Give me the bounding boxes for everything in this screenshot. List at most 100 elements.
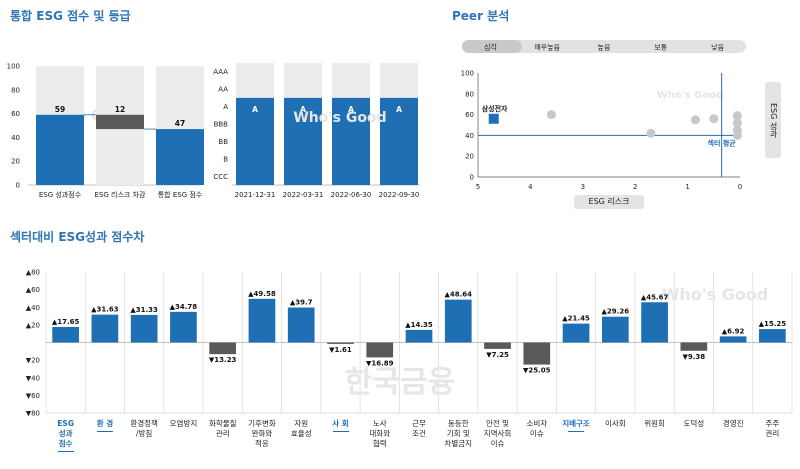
x-tick-label: 5 — [476, 183, 480, 191]
y-tick-label: ▼20 — [26, 357, 40, 365]
bar — [366, 342, 394, 358]
y-tick-label: AAA — [213, 68, 228, 76]
x-tick-label: 환경정책 /방침 — [130, 419, 158, 438]
bar — [156, 129, 204, 185]
value-label: ▲15.25 — [759, 320, 787, 328]
y-tick-label: CCC — [213, 173, 228, 181]
value-label: ▼13.23 — [209, 356, 237, 364]
peer-point — [646, 128, 656, 138]
category-underline — [57, 451, 74, 452]
bar — [130, 314, 158, 343]
bar — [484, 342, 511, 349]
peer-point — [709, 114, 719, 124]
y-tick-label: ▲40 — [26, 304, 40, 312]
grade-label: A — [348, 105, 354, 114]
peer-y-axis-label: ESG 성과 — [765, 82, 781, 158]
grade-label: A — [300, 105, 306, 114]
x-tick-label: 오염방지 — [169, 419, 198, 428]
x-tick-label: 2021-12-31 — [235, 191, 276, 199]
y-tick-label: A — [223, 103, 228, 111]
y-tick-label: ▲20 — [26, 321, 40, 329]
grade-label: A — [252, 105, 258, 114]
bar — [209, 342, 237, 355]
bar — [523, 342, 551, 365]
risk-pill-highlight — [462, 40, 522, 53]
x-tick-label: 통합 ESG 점수 — [158, 190, 203, 199]
category-underline — [332, 431, 349, 432]
x-tick-label: 이사회 — [604, 419, 626, 428]
x-tick-label: 자원 효율성 — [290, 419, 312, 438]
x-tick-label: ESG 성과점수 — [39, 190, 82, 199]
y-tick-label: 100 — [7, 63, 20, 71]
value-label: ▲17.65 — [52, 318, 80, 326]
x-tick-label: 2022-03-31 — [283, 191, 324, 199]
y-tick-label: 40 — [11, 134, 20, 142]
x-tick-label: 환 경 — [96, 419, 114, 428]
y-tick-label: 20 — [465, 153, 474, 161]
bar — [719, 336, 747, 343]
x-tick-label: ESG 리스크 차감 — [95, 190, 147, 199]
sector-title: 섹터대비 ESG성과 점수차 — [10, 230, 145, 244]
value-label: 47 — [175, 119, 185, 128]
peer-title: Peer 분석 — [452, 9, 510, 23]
risk-pill-bar — [462, 40, 746, 53]
peer-point — [732, 111, 742, 121]
peer-point — [690, 115, 700, 125]
x-tick-label: 사 회 — [332, 419, 349, 428]
grade-label: A — [396, 105, 402, 114]
x-tick-label: 0 — [738, 183, 742, 191]
x-tick-label: 1 — [685, 183, 689, 191]
y-tick-label: ▼40 — [26, 374, 40, 382]
highlight-label: 삼성전자 — [482, 104, 508, 113]
x-tick-label: 노사 대화와 협력 — [369, 419, 391, 448]
bar — [170, 311, 197, 343]
value-label: 59 — [55, 105, 65, 114]
bar — [562, 323, 590, 343]
value-label: ▲31.33 — [130, 306, 158, 314]
bar — [284, 97, 322, 185]
watermark-text: Who's Good — [293, 110, 386, 126]
peer-x-axis-label: ESG 리스크 — [574, 195, 644, 209]
x-tick-label: 위원회 — [644, 419, 665, 428]
bar — [327, 342, 354, 344]
value-label: ▲49.58 — [248, 290, 276, 298]
bar — [444, 299, 472, 343]
y-tick-label: 40 — [465, 132, 474, 140]
x-tick-label: 4 — [528, 183, 533, 191]
value-label: ▲21.45 — [562, 315, 590, 323]
y-tick-label: 0 — [16, 182, 20, 190]
bar — [248, 298, 276, 343]
watermark-text: Who's Good — [662, 285, 769, 304]
x-tick-label: 도덕성 — [683, 419, 705, 428]
y-tick-label: BB — [218, 138, 228, 146]
value-label: ▼7.25 — [486, 351, 509, 359]
x-tick-label: 동등한 기회 및 차별금지 — [444, 419, 473, 448]
value-label: ▲45.67 — [641, 293, 669, 301]
x-tick-label: 2 — [633, 183, 637, 191]
x-tick-label: 지배구조 — [562, 419, 590, 428]
y-tick-label: 60 — [11, 110, 20, 118]
risk-pill: 높음 — [598, 44, 611, 52]
value-label: ▲34.78 — [170, 303, 198, 311]
x-tick-label: 2022-09-30 — [379, 191, 420, 199]
peer-point — [732, 118, 742, 128]
integrated-title: 통합 ESG 점수 및 등급 — [10, 9, 131, 23]
x-tick-label: 2022-06-30 — [331, 191, 372, 199]
value-label: ▼9.38 — [683, 353, 706, 361]
bar — [287, 307, 315, 343]
x-tick-label: 소비자 이슈 — [526, 419, 548, 438]
bar — [380, 97, 418, 185]
x-tick-label: 근무 조건 — [412, 419, 426, 438]
value-label: ▲39.7 — [290, 299, 313, 307]
y-tick-label: 20 — [11, 158, 20, 166]
y-tick-label: 100 — [461, 70, 474, 78]
value-label: ▲29.26 — [602, 308, 630, 316]
y-tick-label: 80 — [11, 86, 20, 94]
bar — [759, 329, 786, 343]
y-tick-label: 0 — [470, 174, 474, 182]
risk-pill: 심각 — [484, 43, 497, 52]
value-label: ▲48.64 — [444, 291, 472, 299]
y-tick-label: ▲60 — [26, 286, 40, 294]
x-tick-label: 안전 및 지역사회 이슈 — [483, 419, 512, 448]
